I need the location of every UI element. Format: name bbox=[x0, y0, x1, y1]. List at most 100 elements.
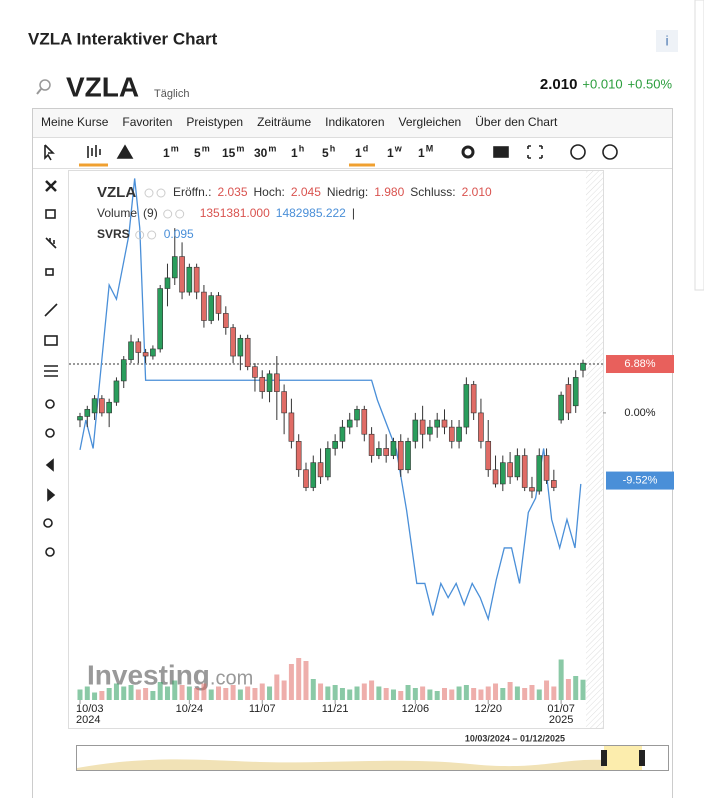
legend-gear[interactable] bbox=[175, 209, 185, 219]
candle-body bbox=[521, 455, 528, 488]
volume-bar bbox=[361, 683, 367, 700]
volume-bar bbox=[536, 689, 542, 700]
timeframe-unit[interactable]: h bbox=[330, 143, 336, 153]
candle-body bbox=[120, 359, 127, 382]
timeframe-unit[interactable]: m bbox=[236, 143, 244, 153]
x-tick-year: 2024 bbox=[76, 714, 100, 726]
volume-bar bbox=[383, 688, 389, 700]
volume-bar bbox=[412, 688, 418, 700]
legend-text: 1482985.222 bbox=[276, 206, 346, 220]
tool-close[interactable] bbox=[45, 180, 57, 192]
tool-rect[interactable] bbox=[44, 335, 58, 346]
area-icon[interactable] bbox=[116, 144, 134, 159]
price-marker bbox=[606, 471, 674, 490]
volume-bar bbox=[456, 686, 462, 700]
tool-measure[interactable] bbox=[43, 518, 53, 528]
x-tick-label: 12/20 bbox=[474, 703, 502, 715]
navigator-handle[interactable] bbox=[639, 750, 645, 766]
candle-body bbox=[572, 377, 579, 407]
timeframe[interactable]: 1 bbox=[418, 146, 425, 160]
timeframe-unit[interactable]: M bbox=[426, 143, 434, 153]
timeframe[interactable]: 1 bbox=[387, 146, 394, 160]
tool-zoom-out[interactable] bbox=[45, 428, 55, 438]
menu-item[interactable]: Zeiträume bbox=[257, 115, 311, 129]
fullscreen-icon[interactable] bbox=[527, 145, 543, 159]
cursor-icon[interactable] bbox=[44, 144, 55, 161]
plot-area bbox=[68, 170, 604, 729]
candle-icon[interactable] bbox=[87, 145, 101, 158]
timeframe[interactable]: 30 bbox=[254, 146, 268, 160]
volume-bar bbox=[551, 686, 557, 700]
candle-body bbox=[230, 327, 236, 357]
timeframe[interactable]: 1 bbox=[291, 146, 298, 160]
timeframe-unit[interactable]: d bbox=[363, 143, 369, 153]
menu-item[interactable]: Preistypen bbox=[186, 115, 243, 129]
legend-eye[interactable] bbox=[135, 230, 145, 240]
upload-icon[interactable] bbox=[602, 144, 618, 160]
navigator-area bbox=[77, 759, 604, 770]
timeframe[interactable]: 5 bbox=[322, 146, 329, 160]
timeframe[interactable]: 1 bbox=[163, 146, 170, 160]
candle-body bbox=[368, 433, 375, 456]
menu-item[interactable]: Über den Chart bbox=[475, 115, 558, 129]
volume-bar bbox=[208, 689, 214, 700]
candle-body bbox=[193, 266, 200, 293]
menu-item[interactable]: Meine Kurse bbox=[41, 115, 109, 129]
volume-bar bbox=[354, 686, 360, 700]
price-marker-label: 6.88% bbox=[624, 358, 655, 370]
volume-bar bbox=[390, 689, 396, 700]
candle-body bbox=[244, 337, 251, 368]
timeframe-unit[interactable]: m bbox=[202, 143, 210, 153]
timeframe[interactable]: 1 bbox=[355, 146, 362, 160]
volume-bar bbox=[565, 679, 571, 700]
legend-gear[interactable] bbox=[156, 188, 166, 198]
menu-item[interactable]: Indikatoren bbox=[325, 115, 384, 129]
volume-bar bbox=[434, 691, 440, 700]
download-icon[interactable] bbox=[570, 144, 586, 160]
volume-bar bbox=[303, 661, 309, 700]
tool-reset[interactable] bbox=[45, 547, 55, 557]
volume-bar bbox=[325, 686, 331, 700]
volume-bar bbox=[463, 685, 469, 700]
price-marker-label: -9.52% bbox=[623, 474, 658, 486]
info-button[interactable] bbox=[656, 30, 678, 52]
camera-icon[interactable] bbox=[493, 146, 509, 158]
candle-body bbox=[507, 462, 513, 478]
tool-magnet[interactable] bbox=[45, 237, 57, 249]
volume-bar bbox=[427, 689, 433, 700]
info-icon[interactable]: i bbox=[665, 33, 668, 49]
tool-copy[interactable] bbox=[45, 268, 54, 276]
volume-bar bbox=[558, 659, 564, 700]
candle-body bbox=[448, 426, 455, 442]
timeframe[interactable]: 5 bbox=[194, 146, 201, 160]
legend-eye[interactable] bbox=[163, 209, 173, 219]
tool-select[interactable] bbox=[45, 209, 56, 219]
timeframe-unit[interactable]: w bbox=[394, 143, 403, 153]
tool-line[interactable] bbox=[44, 303, 58, 317]
legend-text: (9) bbox=[143, 206, 158, 220]
navigator-window[interactable] bbox=[604, 746, 642, 770]
tool-forward[interactable] bbox=[47, 488, 56, 502]
tool-fib[interactable] bbox=[44, 365, 58, 377]
candle-body bbox=[142, 352, 149, 357]
settings-icon[interactable] bbox=[461, 145, 475, 159]
volume-bar bbox=[514, 686, 520, 700]
tool-zoom-in[interactable] bbox=[45, 399, 55, 409]
timeframe-unit[interactable]: h bbox=[299, 143, 305, 153]
timeframe-unit[interactable]: m bbox=[268, 143, 276, 153]
candle-body bbox=[135, 341, 142, 353]
timeframe-unit[interactable]: m bbox=[171, 143, 179, 153]
volume-bar bbox=[106, 688, 112, 700]
legend-eye[interactable] bbox=[144, 188, 154, 198]
legend-gear[interactable] bbox=[147, 230, 157, 240]
menu-item[interactable]: Favoriten bbox=[122, 115, 172, 129]
tool-back[interactable] bbox=[45, 458, 54, 472]
candle-body bbox=[222, 313, 229, 328]
search-icon[interactable] bbox=[39, 79, 51, 91]
volume-bar bbox=[237, 689, 243, 700]
volume-bar bbox=[310, 679, 316, 700]
legend-text: Hoch: bbox=[254, 185, 285, 199]
menu-item[interactable]: Vergleichen bbox=[399, 115, 462, 129]
navigator-handle[interactable] bbox=[601, 750, 607, 766]
timeframe[interactable]: 15 bbox=[222, 146, 236, 160]
